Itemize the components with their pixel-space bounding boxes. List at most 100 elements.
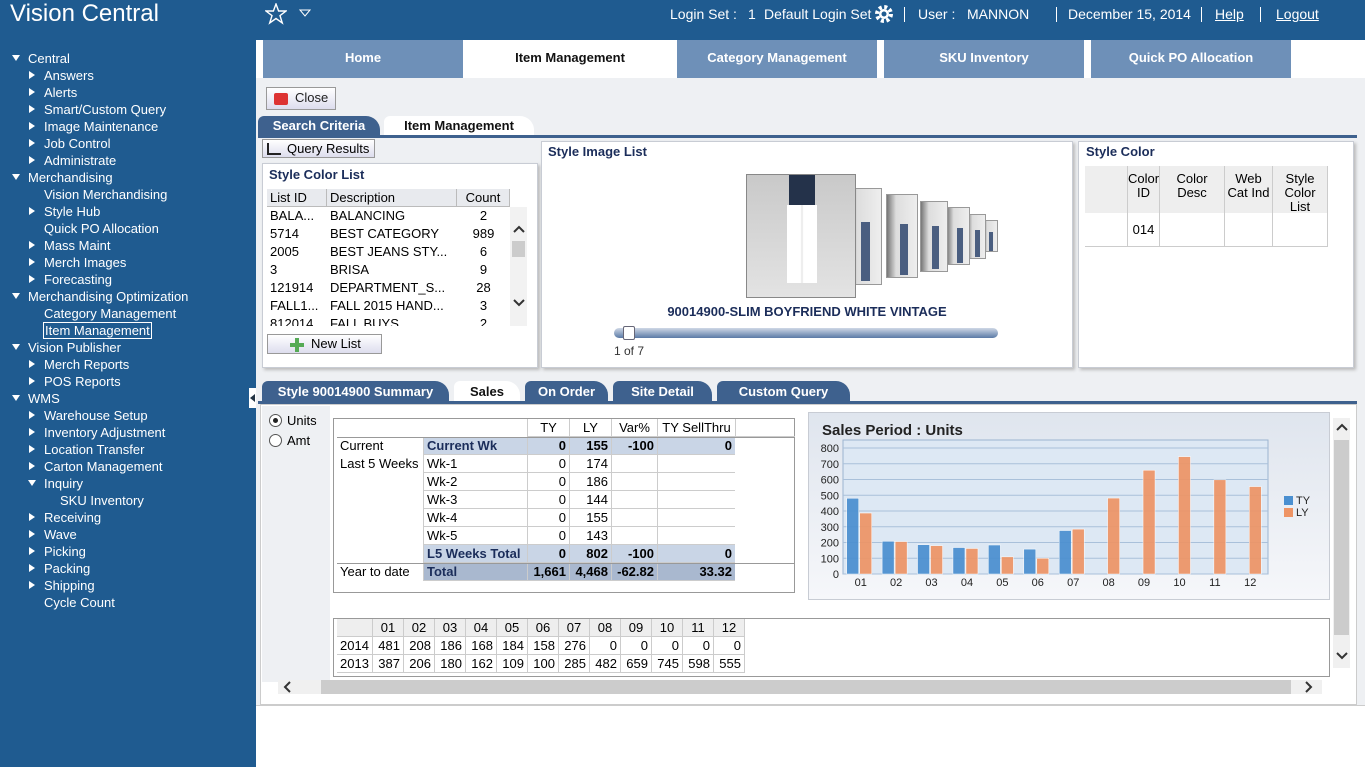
nav-item[interactable]: Inventory Adjustment	[44, 425, 166, 440]
list-cell: BEST CATEGORY	[330, 226, 440, 241]
slider-thumb[interactable]	[623, 326, 635, 340]
favorite-star[interactable]	[265, 3, 287, 25]
list-cell: 28	[476, 280, 491, 295]
nav-item[interactable]: Packing	[44, 561, 91, 576]
column-header: Count	[457, 189, 510, 207]
nav-item[interactable]: Category Management	[44, 306, 177, 321]
nav-item[interactable]: Location Transfer	[44, 442, 145, 457]
nav-item[interactable]: Carton Management	[44, 459, 163, 474]
query-results-button[interactable]: Query Results	[262, 139, 375, 158]
new-list-button[interactable]: New List	[267, 334, 382, 354]
bar	[952, 547, 966, 575]
nav-item[interactable]: Vision Merchandising	[44, 187, 168, 202]
row-header	[1085, 213, 1128, 247]
nav-item[interactable]: Image Maintenance	[44, 119, 159, 134]
h-scroll-thumb[interactable]	[321, 680, 1291, 694]
detail-tab[interactable]: On Order	[525, 381, 608, 402]
collapse-arrow	[29, 530, 35, 538]
nav-item[interactable]: Shipping	[44, 578, 95, 593]
nav-item[interactable]: Merch Reports	[44, 357, 130, 372]
collapse-arrow	[29, 275, 35, 283]
nav-item[interactable]: POS Reports	[44, 374, 121, 389]
x-tick-label: 01	[855, 577, 867, 589]
settings-gear[interactable]	[873, 3, 895, 25]
nav-item[interactable]: Wave	[44, 527, 77, 542]
nav-item[interactable]: Smart/Custom Query	[44, 102, 167, 117]
sales-cell	[657, 509, 735, 527]
collapse-arrow	[29, 462, 35, 470]
bar	[881, 540, 895, 575]
list-cell: 812014	[270, 316, 314, 326]
sales-cell: 4,468	[569, 563, 611, 581]
nav-item[interactable]: Item Management	[43, 322, 152, 339]
nav-item[interactable]: Merchandising	[28, 170, 113, 185]
nav-item[interactable]: Central	[28, 51, 70, 66]
logout-link[interactable]: Logout	[1276, 6, 1319, 22]
row-label: Wk-2	[423, 473, 527, 491]
period-cell: 0	[714, 637, 745, 655]
main-tab[interactable]: Quick PO Allocation	[1091, 40, 1291, 78]
bar	[894, 541, 908, 575]
main-tab[interactable]: Category Management	[677, 40, 877, 78]
main-tab[interactable]: Item Management	[470, 40, 670, 78]
nav-item[interactable]: Quick PO Allocation	[44, 221, 159, 236]
detail-tab[interactable]: Custom Query	[717, 381, 850, 402]
nav-item[interactable]: Alerts	[44, 85, 78, 100]
sub-tab[interactable]: Item Management	[384, 116, 534, 135]
y-tick-label: 100	[821, 553, 839, 565]
nav-item[interactable]: Vision Publisher	[28, 340, 121, 355]
help-link[interactable]: Help	[1215, 6, 1244, 22]
bar	[1058, 530, 1072, 575]
nav-item[interactable]: Style Hub	[44, 204, 101, 219]
color-cell	[1273, 213, 1328, 247]
nav-item[interactable]: Job Control	[44, 136, 111, 151]
detail-tab[interactable]: Site Detail	[613, 381, 712, 402]
sub-tab[interactable]: Search Criteria	[258, 116, 380, 135]
v-scroll-thumb[interactable]	[1334, 440, 1349, 635]
nav-item[interactable]: Merch Images	[44, 255, 127, 270]
radio[interactable]	[269, 414, 282, 427]
x-tick-label: 06	[1032, 577, 1044, 589]
expand-arrow	[12, 55, 20, 61]
y-tick-label: 500	[821, 490, 839, 502]
collapse-handle[interactable]	[249, 388, 256, 408]
period-cell: 186	[435, 637, 466, 655]
nav-item[interactable]: Cycle Count	[44, 595, 115, 610]
sales-cell: 186	[569, 473, 611, 491]
main-tab[interactable]: Home	[263, 40, 463, 78]
x-tick-label: 11	[1209, 577, 1220, 589]
nav-item[interactable]: Administrate	[44, 153, 117, 168]
radio-label[interactable]: Amt	[287, 433, 311, 448]
login-set-id: 1	[748, 6, 756, 22]
chevron	[283, 681, 291, 693]
radio[interactable]	[269, 434, 282, 447]
close-button[interactable]: Close	[266, 87, 336, 110]
column-header: 07	[559, 619, 590, 637]
main-tab[interactable]: SKU Inventory	[884, 40, 1084, 78]
column-header: TY SellThru	[657, 419, 735, 437]
nav-item[interactable]: Warehouse Setup	[44, 408, 148, 423]
nav-item[interactable]: Mass Maint	[44, 238, 111, 253]
nav-item[interactable]: Receiving	[44, 510, 102, 525]
detail-tab[interactable]: Sales	[454, 381, 520, 402]
nav-item[interactable]: Answers	[44, 68, 94, 83]
nav-item[interactable]: Merchandising Optimization	[28, 289, 189, 304]
bar	[1178, 456, 1191, 575]
scroll-arrow	[1336, 423, 1348, 431]
radio-label[interactable]: Units	[287, 413, 317, 428]
favorite-dropdown[interactable]	[299, 9, 311, 17]
column-header: Var%	[611, 419, 657, 437]
detail-tab[interactable]: Style 90014900 Summary	[262, 381, 449, 402]
nav-item[interactable]: WMS	[28, 391, 60, 406]
y-tick-label: 700	[821, 459, 839, 471]
list-cell: 989	[472, 226, 495, 241]
bar	[846, 497, 859, 575]
slider-track[interactable]	[614, 328, 998, 338]
nav-item[interactable]: SKU Inventory	[60, 493, 144, 508]
nav-item[interactable]: Inquiry	[44, 476, 84, 491]
nav-item[interactable]: Forecasting	[44, 272, 112, 287]
nav-item[interactable]: Picking	[44, 544, 86, 559]
period-cell: 0	[683, 637, 714, 655]
subtab-rule	[258, 135, 1357, 138]
x-tick-label: 04	[961, 577, 973, 589]
